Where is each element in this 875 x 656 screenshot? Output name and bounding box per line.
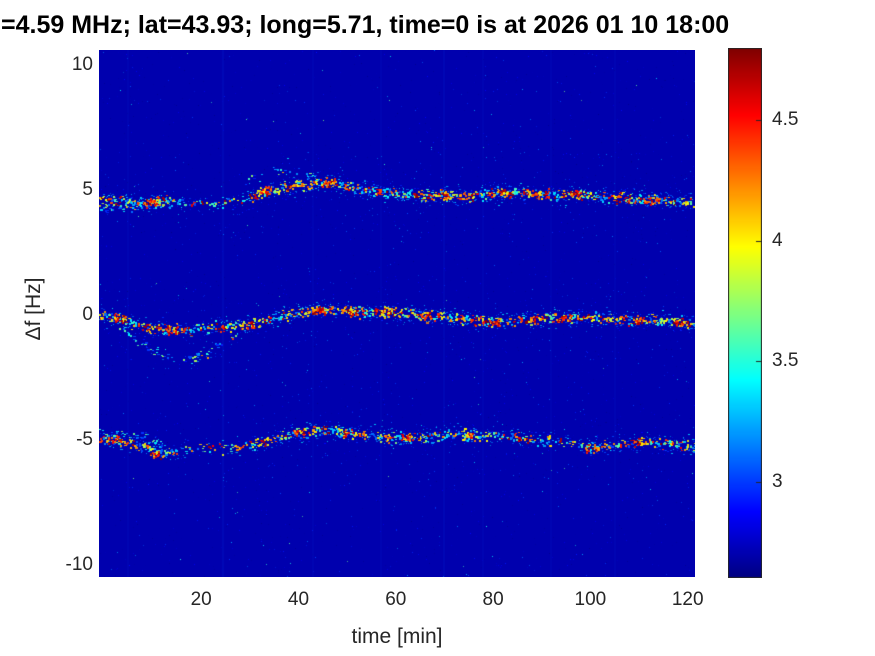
y-tick-label: 0: [82, 303, 93, 325]
x-tick-label: 40: [287, 589, 310, 610]
x-axis-label: time [min]: [351, 625, 443, 648]
x-tick-label: 60: [385, 589, 407, 610]
y-tick-label: 10: [71, 53, 93, 75]
colorbar-tick-label: 3.5: [772, 350, 799, 372]
x-tick-label: 120: [671, 589, 704, 610]
y-tick-label: -10: [65, 553, 93, 575]
spectrogram-heatmap: [99, 50, 695, 577]
x-tick-label: 100: [574, 589, 607, 610]
colorbar-tick-label: 4.5: [772, 109, 799, 131]
colorbar-tick-label: 4: [772, 229, 783, 251]
x-tick-label: 20: [190, 589, 212, 610]
y-tick-label: 5: [82, 178, 93, 200]
x-tick-label: 80: [482, 589, 504, 610]
chart-title: =4.59 MHz; lat=43.93; long=5.71, time=0 …: [1, 11, 730, 39]
colorbar-tick-label: 3: [772, 470, 783, 492]
colorbar: [728, 48, 762, 578]
y-tick-label: -5: [76, 428, 93, 450]
